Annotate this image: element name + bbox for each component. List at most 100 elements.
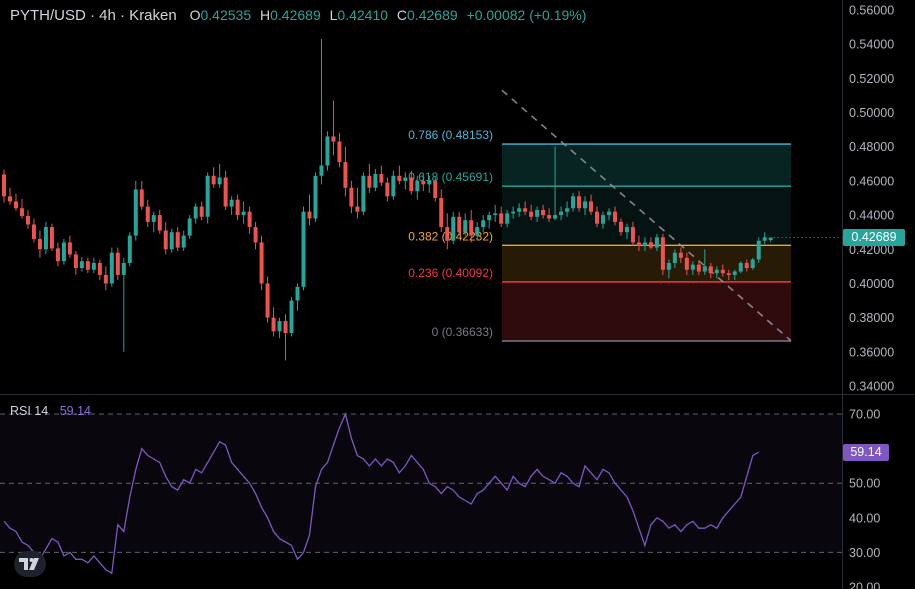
candle-body: [714, 269, 719, 274]
trend-line[interactable]: [501, 89, 792, 342]
candle: [139, 180, 144, 210]
candle: [744, 259, 749, 272]
candle: [409, 170, 414, 195]
candle-body: [475, 227, 480, 236]
candle: [678, 247, 683, 263]
candle: [31, 218, 36, 243]
candle-body: [205, 175, 210, 217]
candle-body: [660, 237, 665, 270]
rsi-value: 59.14: [59, 404, 91, 418]
candle: [295, 283, 300, 311]
candle: [660, 233, 665, 275]
candle-body: [175, 232, 180, 248]
candle: [19, 198, 24, 219]
rsi-tick-label: 70.00: [849, 408, 880, 422]
candle-body: [451, 216, 456, 241]
candle: [618, 218, 623, 236]
candle-body: [517, 208, 522, 212]
candle-body: [595, 211, 600, 224]
candle: [433, 177, 438, 202]
candle-body: [589, 201, 594, 212]
candle-body: [403, 177, 408, 181]
candle-body: [409, 177, 414, 192]
candle: [481, 215, 486, 233]
candle: [361, 172, 366, 216]
candle: [337, 133, 342, 168]
candle: [517, 203, 522, 217]
candle-body: [648, 242, 653, 248]
candle: [67, 235, 72, 258]
fib-label-0.618: 0.618 (0.45691): [408, 170, 493, 184]
candle: [577, 191, 582, 212]
candle: [565, 201, 570, 217]
price-tick-label: 0.40000: [849, 277, 894, 291]
rsi-legend[interactable]: RSI 14 59.14: [10, 404, 91, 418]
candle: [205, 172, 210, 224]
open-value: 0.42535: [200, 7, 252, 23]
candle-body: [523, 208, 528, 212]
candle-body: [642, 242, 647, 246]
candle-body: [67, 242, 72, 255]
candle: [666, 259, 671, 279]
fib-zone-0.382: [502, 245, 791, 282]
candle: [2, 169, 6, 203]
price-tick-label: 0.50000: [849, 106, 894, 120]
candle: [121, 257, 126, 352]
candle-body: [529, 211, 534, 217]
candle: [595, 206, 600, 228]
fib-label-0.382: 0.382 (0.42232): [408, 229, 493, 243]
candle-body: [630, 227, 635, 243]
candle: [43, 221, 48, 255]
price-tick-label: 0.54000: [849, 38, 894, 52]
candle: [157, 209, 162, 234]
candle: [642, 237, 647, 251]
candle-body: [684, 257, 689, 270]
candle: [499, 206, 504, 228]
candle-body: [319, 165, 324, 176]
candle-body: [678, 252, 683, 258]
candle-body: [618, 221, 623, 233]
candle-body: [469, 220, 474, 236]
candle-body: [379, 174, 384, 183]
candle: [103, 266, 108, 291]
candle-body: [463, 220, 468, 233]
fib-label-0.236: 0.236 (0.40092): [408, 266, 493, 280]
candle: [25, 209, 30, 229]
last-price-tag: 0.42689: [843, 229, 905, 246]
candle: [415, 175, 420, 200]
candle-body: [732, 271, 737, 275]
rsi-tick-label: 20.00: [849, 581, 880, 589]
candle-body: [559, 211, 564, 216]
candle-body: [373, 174, 378, 188]
candle-body: [397, 175, 402, 181]
candle-body: [133, 189, 138, 236]
candle: [319, 39, 324, 185]
fib-zone-0.786: [502, 144, 791, 187]
candle: [696, 261, 701, 275]
candle: [367, 163, 372, 193]
candle-body: [439, 198, 444, 228]
candle-body: [97, 262, 102, 275]
candle-body: [331, 136, 336, 142]
candle: [271, 307, 276, 337]
candle-body: [744, 262, 749, 269]
candle: [37, 230, 42, 258]
fibonacci-retracement[interactable]: 0.786 (0.48153) 0.618 (0.45691) 0.382 (0.4…: [408, 128, 791, 342]
candle: [229, 196, 234, 216]
candle: [61, 239, 66, 265]
candle-body: [654, 237, 659, 248]
candle: [451, 211, 456, 245]
candle: [163, 221, 168, 255]
symbol-title[interactable]: PYTH/USD · 4h · Kraken: [10, 7, 177, 24]
candle-body: [73, 254, 78, 269]
candle-body: [666, 262, 671, 270]
candle-body: [672, 252, 677, 263]
candle: [553, 146, 558, 221]
candle: [187, 215, 192, 240]
candle-body: [505, 213, 510, 224]
rsi-band-background: [0, 414, 842, 553]
tradingview-logo-icon[interactable]: [14, 551, 46, 577]
candle-body: [139, 189, 144, 207]
